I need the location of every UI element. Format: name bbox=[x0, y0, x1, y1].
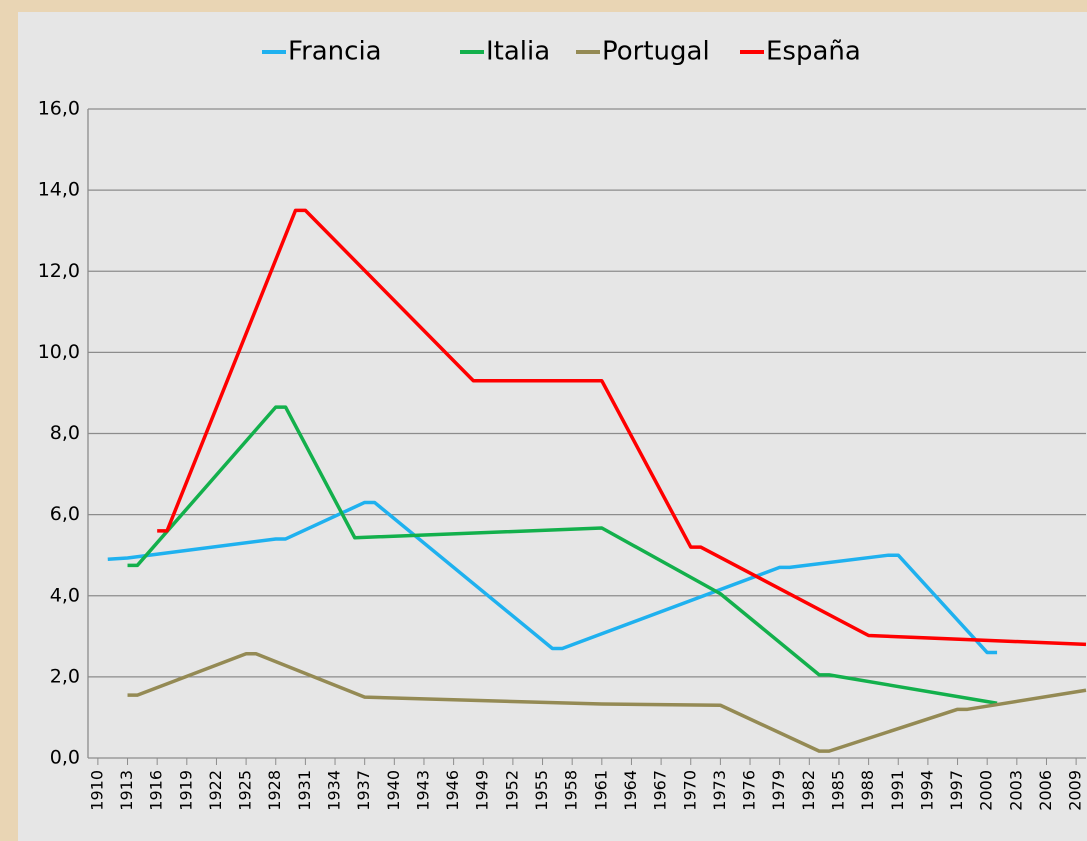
y-tick-label: 16,0 bbox=[38, 98, 80, 120]
y-tick-label: 10,0 bbox=[38, 341, 80, 363]
x-tick-label: 1919 bbox=[176, 770, 195, 811]
x-tick-label: 1949 bbox=[473, 770, 492, 811]
line-series bbox=[157, 208, 1087, 647]
x-tick-label: 1991 bbox=[888, 770, 907, 811]
x-tick-label: 1976 bbox=[740, 770, 759, 811]
x-tick-label: 1934 bbox=[325, 770, 344, 811]
legend-label: Italia bbox=[486, 37, 550, 67]
x-tick-label: 1940 bbox=[384, 770, 403, 811]
x-tick-label: 2003 bbox=[1006, 770, 1025, 811]
line-series bbox=[107, 500, 998, 655]
x-tick-label: 1925 bbox=[236, 770, 255, 811]
y-tick-label: 6,0 bbox=[50, 503, 80, 525]
x-tick-label: 1967 bbox=[651, 770, 670, 811]
x-tick-label: 1994 bbox=[917, 770, 936, 811]
y-tick-label: 8,0 bbox=[50, 422, 80, 444]
x-tick-label: 2009 bbox=[1066, 770, 1085, 811]
legend-label: España bbox=[766, 37, 861, 67]
x-tick-label: 1943 bbox=[413, 770, 432, 811]
x-tick-label: 1973 bbox=[710, 770, 729, 811]
x-tick-label: 1910 bbox=[87, 770, 106, 811]
chart-area bbox=[18, 12, 1087, 841]
x-tick-label: 2006 bbox=[1036, 770, 1055, 811]
line-series bbox=[127, 652, 1087, 753]
y-tick-label: 12,0 bbox=[38, 260, 80, 282]
y-tick-label: 4,0 bbox=[50, 584, 80, 606]
x-tick-label: 2000 bbox=[977, 770, 996, 811]
x-tick-label: 1928 bbox=[265, 770, 284, 811]
x-tick-label: 1997 bbox=[947, 770, 966, 811]
x-tick-label: 1970 bbox=[680, 770, 699, 811]
x-tick-label: 1985 bbox=[828, 770, 847, 811]
legend-label: Portugal bbox=[602, 37, 710, 67]
x-tick-label: 1931 bbox=[295, 770, 314, 811]
line-series bbox=[127, 405, 998, 705]
y-tick-label: 14,0 bbox=[38, 179, 80, 201]
x-tick-label: 1988 bbox=[858, 770, 877, 811]
x-tick-label: 1964 bbox=[621, 770, 640, 811]
x-tick-label: 1958 bbox=[562, 770, 581, 811]
x-tick-label: 1952 bbox=[502, 770, 521, 811]
x-tick-label: 1961 bbox=[591, 770, 610, 811]
x-tick-label: 1937 bbox=[354, 770, 373, 811]
y-tick-label: 0,0 bbox=[50, 747, 80, 769]
x-tick-label: 1982 bbox=[799, 770, 818, 811]
x-tick-label: 1922 bbox=[206, 770, 225, 811]
x-tick-label: 1979 bbox=[769, 770, 788, 811]
y-tick-label: 2,0 bbox=[50, 665, 80, 687]
x-tick-label: 1946 bbox=[443, 770, 462, 811]
x-tick-label: 1955 bbox=[532, 770, 551, 811]
x-tick-label: 1913 bbox=[117, 770, 136, 811]
legend-label: Francia bbox=[288, 37, 382, 67]
x-tick-label: 1916 bbox=[147, 770, 166, 811]
